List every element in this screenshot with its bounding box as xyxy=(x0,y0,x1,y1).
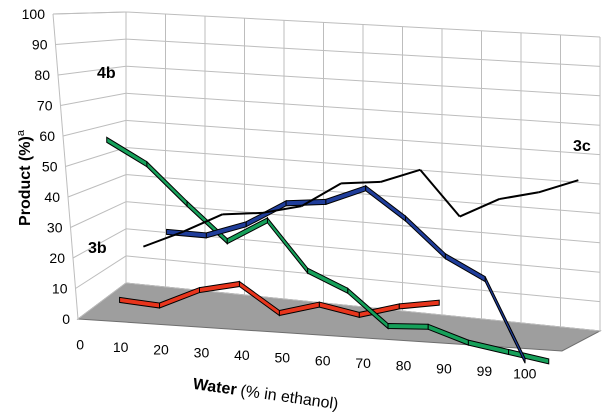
series-4b xyxy=(106,136,550,365)
series-3c xyxy=(143,168,579,248)
y-tick-label: 100 xyxy=(22,6,46,22)
series-4b-segment xyxy=(508,348,550,365)
series-3c-segment xyxy=(499,191,539,201)
series-4b-segment xyxy=(266,216,309,275)
x-tick-label: 30 xyxy=(194,344,210,360)
series-3b-segment xyxy=(444,252,486,283)
y-tick-label: 80 xyxy=(34,67,50,83)
series-3c-segment xyxy=(182,213,223,233)
x-tick-label: 40 xyxy=(234,347,250,363)
x-tick-label: 10 xyxy=(113,339,129,355)
y-tick-label: 60 xyxy=(39,128,55,144)
y-tick-label: 70 xyxy=(37,98,53,114)
side-gridline xyxy=(70,201,127,228)
series-3b-segment xyxy=(405,214,446,260)
grid-layer xyxy=(52,11,601,332)
series-3c-segment xyxy=(419,169,461,218)
series-3c-segment xyxy=(459,198,500,218)
side-gridline xyxy=(57,65,127,76)
series-3c-segment xyxy=(380,168,421,183)
y-tick-label: 20 xyxy=(49,250,65,266)
series-4b-segment xyxy=(387,323,429,330)
y-axis-edge xyxy=(52,13,79,320)
y-tick-labels: 0 10 20 30 40 50 60 70 80 90 100 xyxy=(22,6,71,327)
side-gridline xyxy=(55,38,127,45)
series-3c-segment xyxy=(341,180,381,185)
series-3c-segment xyxy=(261,205,302,214)
y-tick-label: 0 xyxy=(62,311,70,327)
x-axis-title: Water(% in ethanol) xyxy=(192,376,340,413)
x-tick-label: 20 xyxy=(153,342,169,358)
x-tick-label: 50 xyxy=(275,350,291,366)
series-3b xyxy=(166,184,526,364)
side-gridline xyxy=(75,255,127,289)
y-tick-label: 50 xyxy=(42,159,58,175)
y-tick-label: 40 xyxy=(44,189,60,205)
series-3c-segment xyxy=(301,182,342,208)
series-3a-segment xyxy=(398,299,440,310)
x-tick-label: 100 xyxy=(513,366,537,382)
side-gridline xyxy=(72,228,127,259)
series-3b-segment xyxy=(365,184,407,223)
series-3b-segment xyxy=(484,276,526,364)
series-3c-segment xyxy=(143,230,184,248)
y-axis-title: Product (%)a xyxy=(15,129,34,226)
series-3c-segment xyxy=(222,211,263,216)
side-gridline xyxy=(67,174,127,198)
x-tick-label: 60 xyxy=(315,352,331,368)
side-gridline xyxy=(65,147,127,167)
side-gridline xyxy=(77,282,127,320)
x-tick-label: 80 xyxy=(396,358,412,374)
side-gridline xyxy=(60,92,127,106)
series-3a xyxy=(119,280,440,318)
x-tick-labels: 0 10 20 30 40 50 60 70 80 90 99 100 xyxy=(76,336,536,381)
side-gridline xyxy=(62,119,127,137)
y-tick-label: 10 xyxy=(52,281,68,297)
series-label-3b: 3b xyxy=(88,240,107,257)
top-side-edge xyxy=(52,11,127,15)
series-4b-segment xyxy=(146,160,188,208)
y-tick-label: 90 xyxy=(32,37,48,53)
x-tick-label: 99 xyxy=(477,363,493,379)
y-tick-label: 30 xyxy=(47,220,63,236)
series-4b-segment xyxy=(307,267,349,295)
x-tick-label: 70 xyxy=(355,355,371,371)
series-layer xyxy=(106,136,579,365)
series-label-3c: 3c xyxy=(573,138,591,155)
x-tick-label: 0 xyxy=(76,336,84,352)
series-3c-segment xyxy=(538,179,579,194)
x-tick-label: 90 xyxy=(436,360,452,376)
series-label-4b: 4b xyxy=(97,65,116,82)
